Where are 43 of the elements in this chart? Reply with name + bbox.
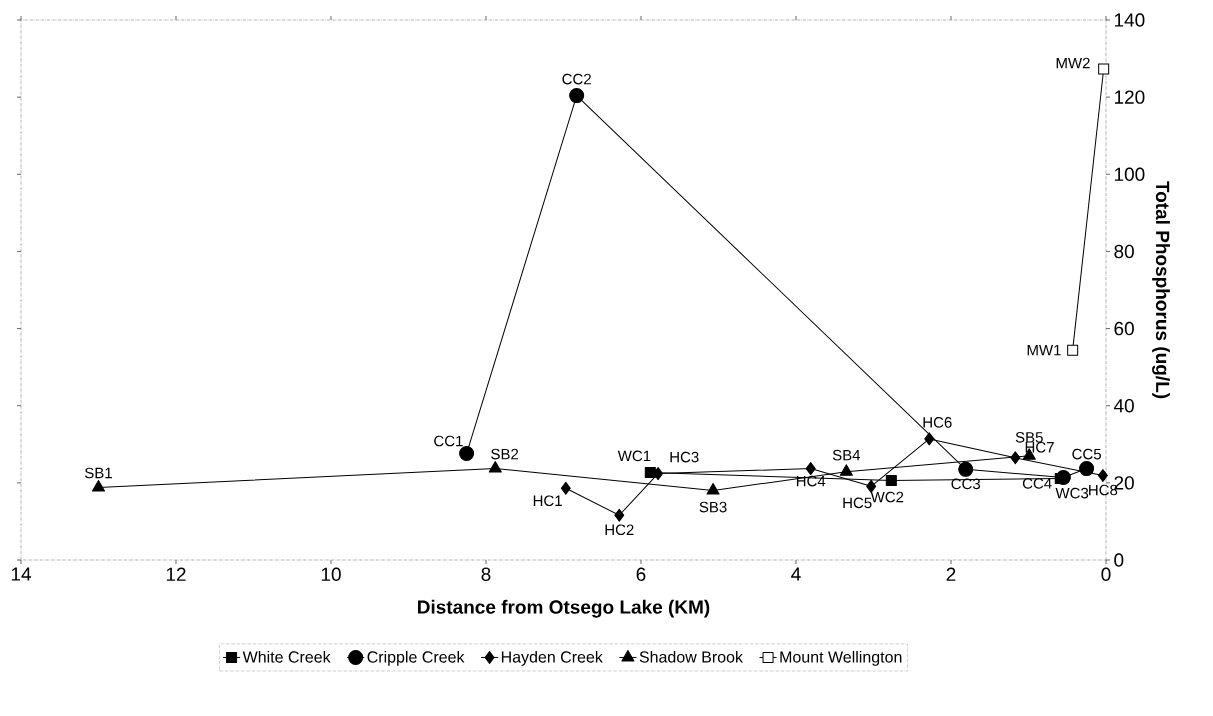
- annotation: CC2: [562, 73, 591, 85]
- y-tick-label: 100: [1114, 167, 1145, 182]
- legend-label: Cripple Creek: [367, 650, 465, 666]
- annotation: HC5: [843, 497, 872, 509]
- annotation: HC4: [796, 475, 826, 487]
- x-tick-label: 0: [1101, 567, 1111, 581]
- annotation: HC6: [923, 417, 952, 428]
- annotation: HC3: [670, 451, 699, 463]
- annotation: WC2: [870, 491, 904, 503]
- y-axis-title: Total Phosphorus (ug/L): [1152, 181, 1170, 399]
- x-tick-label: 4: [791, 567, 801, 581]
- x-tick-label: 12: [166, 567, 186, 581]
- annotation: MW2: [1056, 57, 1090, 69]
- annotation: WC3: [1055, 487, 1089, 499]
- y-tick-label: 40: [1113, 398, 1134, 413]
- x-tick-label: 10: [321, 567, 341, 581]
- x-tick-label: 2: [946, 567, 956, 581]
- y-tick-label: 0: [1114, 553, 1124, 567]
- annotation: SB3: [699, 501, 727, 513]
- annotation: SB5: [1015, 432, 1043, 443]
- annotation: SB2: [491, 448, 519, 460]
- annotation: MW1: [1027, 345, 1061, 356]
- legend-label: Mount Wellington: [780, 650, 902, 666]
- legend-label: White Creek: [242, 650, 331, 663]
- annotation: HC2: [605, 524, 634, 536]
- annotation: CC1: [434, 435, 463, 447]
- x-tick-label: 8: [481, 567, 491, 581]
- annotation: SB4: [832, 449, 861, 461]
- annotation: CC5: [1072, 448, 1101, 460]
- y-tick-label: 60: [1114, 321, 1134, 336]
- y-tick-label: 140: [1114, 13, 1145, 27]
- annotation: SB1: [84, 467, 112, 479]
- y-tick-label: 120: [1114, 90, 1145, 104]
- y-tick-label: 80: [1114, 244, 1134, 259]
- annotation: CC4: [1022, 478, 1052, 489]
- x-axis-title: Distance from Otsego Lake (KM): [418, 599, 710, 618]
- annotation: WC1: [617, 450, 651, 462]
- x-tick-label: 6: [636, 567, 646, 581]
- annotation: HC7: [1025, 441, 1054, 453]
- x-tick-label: 14: [11, 567, 31, 581]
- legend-label: Hayden Creek: [501, 650, 603, 666]
- annotation: HC1: [533, 495, 562, 507]
- legend-label: Shadow Brook: [639, 650, 743, 663]
